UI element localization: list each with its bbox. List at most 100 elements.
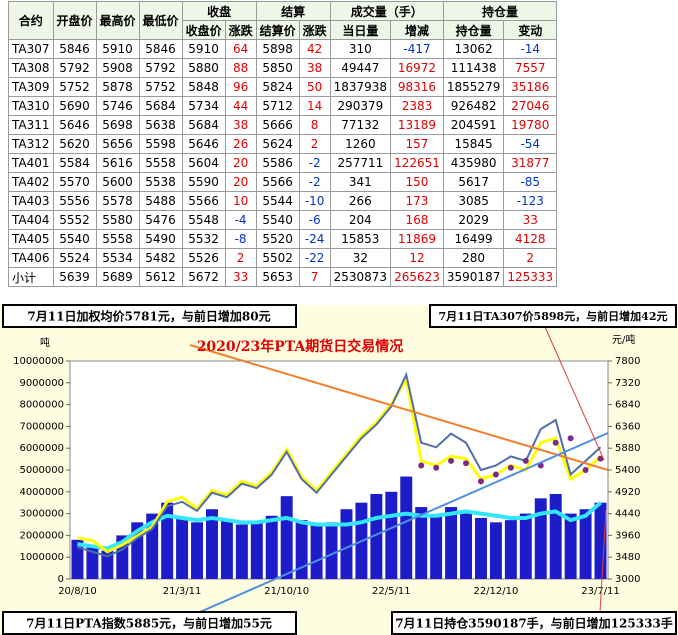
table-cell: 4128 (503, 229, 558, 249)
table-cell: 31877 (503, 153, 558, 173)
table-cell: 5544 (255, 191, 300, 211)
table-body: TA307 5846 5910 5846 5910 64 5898 42 310 -417 1306… (8, 39, 558, 287)
table-row: TA404 5552 5580 5476 5548 -4 5540 -6 204 168 2029 3… (8, 210, 558, 230)
table-cell: 265623 (390, 267, 444, 287)
table-cell: TA404 (8, 210, 54, 230)
bar (430, 515, 443, 579)
table-cell: TA402 (8, 172, 54, 192)
table-cell: 168 (390, 210, 444, 230)
table-cell: 5746 (95, 96, 140, 116)
table-cell: 49447 (329, 58, 392, 78)
table-cell: 2383 (390, 96, 444, 116)
bar (310, 524, 323, 579)
bar (370, 493, 383, 579)
bar (534, 498, 547, 579)
table-cell: 5617 (442, 172, 505, 192)
table-cell: -54 (503, 134, 558, 154)
table-cell: 5656 (95, 134, 140, 154)
table-cell: 5752 (138, 77, 183, 97)
trend-line (199, 432, 609, 613)
table-cell: 5558 (95, 229, 140, 249)
bar (519, 513, 532, 579)
table-cell: 11869 (390, 229, 444, 249)
table-cell: 157 (390, 134, 444, 154)
table-cell: -4 (224, 210, 257, 230)
chart-title: 2020/23年PTA期货日交易情况 (197, 338, 404, 355)
y2-tick-label: 3480 (615, 552, 640, 563)
table-cell: 2530873 (329, 267, 392, 287)
table-cell: 42 (298, 39, 331, 59)
table-cell: 13189 (390, 115, 444, 135)
table-cell: 33 (503, 210, 558, 230)
table-cell: 5792 (52, 58, 97, 78)
table-cell: 20 (224, 153, 257, 173)
header-cell: 涨跌 (298, 20, 331, 40)
table-cell: 5898 (255, 39, 300, 59)
table-cell: 8 (298, 115, 331, 135)
table-head: 合约 开盘价 最高价 最低价 收盘 结算 成交量（手） 持仓量 收盘价 涨跌 结算价 涨跌 当日量 增减持… (8, 1, 558, 40)
header-cell: 变动 (503, 20, 558, 40)
table-cell: 1855279 (442, 77, 505, 97)
pointer (599, 509, 607, 613)
bar (176, 517, 189, 579)
table-cell: 204591 (442, 115, 505, 135)
header-cell: 成交量（手） (329, 1, 444, 21)
bar (131, 522, 144, 579)
table-cell: 5712 (255, 96, 300, 116)
table-cell: 5910 (95, 39, 140, 59)
point (552, 439, 559, 446)
table-cell: 15845 (442, 134, 505, 154)
table-cell: 7 (298, 267, 331, 287)
pointer (544, 326, 605, 461)
table-row: 小计 5639 5689 5612 5672 33 5653 7 2530873 265623 35… (8, 267, 558, 287)
table-row: TA405 5540 5558 5490 5532 -8 5520 -24 15853 11869… (8, 229, 558, 249)
annotation: 7月11日加权均价5781元，与前日增加80元 (27, 309, 270, 324)
bar (161, 502, 174, 579)
table-cell: 5566 (255, 172, 300, 192)
table-cell: 5580 (95, 210, 140, 230)
y2-tick-label: 7320 (615, 378, 640, 389)
bar (549, 493, 562, 579)
annotation-box (2, 611, 297, 635)
y2-axis-label: 元/吨 (612, 333, 635, 346)
table-cell: TA309 (8, 77, 54, 97)
table-cell: 5584 (52, 153, 97, 173)
bar (460, 513, 473, 579)
bar (191, 522, 204, 579)
table-row: TA308 5792 5908 5792 5880 88 5850 38 49447 16972 1… (8, 58, 558, 78)
table-cell: 5502 (255, 248, 300, 268)
table-cell: 280 (442, 248, 505, 268)
x-tick-label: 21/3/11 (163, 586, 202, 597)
table-cell: 5653 (255, 267, 300, 287)
y-tick-label: 3000000 (19, 509, 64, 520)
bar (295, 520, 308, 579)
y2-tick-label: 6360 (615, 421, 640, 432)
table-cell: 5612 (138, 267, 183, 287)
bar (594, 502, 607, 579)
point (477, 478, 484, 485)
bar (579, 509, 592, 579)
table-cell: 77132 (329, 115, 392, 135)
table-cell: -10 (298, 191, 331, 211)
header-cell: 合约 (8, 1, 54, 40)
table-cell: 88 (224, 58, 257, 78)
bar (504, 520, 517, 579)
table-cell: 14 (298, 96, 331, 116)
table-cell: 5532 (181, 229, 226, 249)
table-cell: 5880 (181, 58, 226, 78)
table-cell: 5752 (52, 77, 97, 97)
table-cell: 5534 (95, 248, 140, 268)
table-row: TA406 5524 5534 5482 5526 2 5502 -22 32 12 280 2 (8, 248, 558, 268)
table-cell: 96 (224, 77, 257, 97)
table-cell: 5526 (181, 248, 226, 268)
quote-table: 合约 开盘价 最高价 最低价 收盘 结算 成交量（手） 持仓量 收盘价 涨跌 结算价 涨跌 当日量 增减持… (8, 1, 558, 287)
point (492, 471, 499, 478)
line (77, 371, 602, 558)
table-cell: 5538 (138, 172, 183, 192)
bar (220, 520, 233, 579)
table-row: TA307 5846 5910 5846 5910 64 5898 42 310 -417 1306… (8, 39, 558, 59)
table-cell: 15853 (329, 229, 392, 249)
x-tick-label: 23/7/11 (581, 586, 620, 597)
table-cell: 1837938 (329, 77, 392, 97)
